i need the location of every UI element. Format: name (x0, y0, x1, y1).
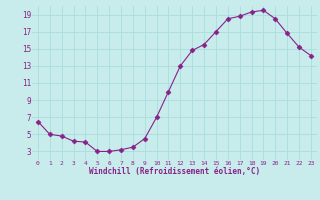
X-axis label: Windchill (Refroidissement éolien,°C): Windchill (Refroidissement éolien,°C) (89, 167, 260, 176)
